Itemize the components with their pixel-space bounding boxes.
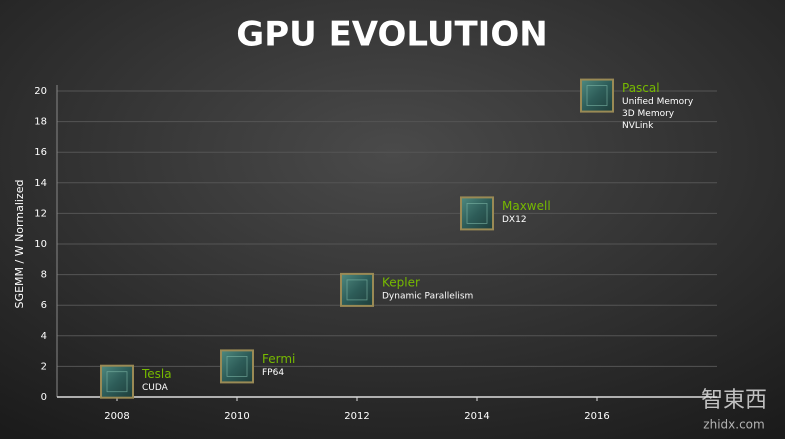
y-tick-label: 8 [41,270,47,281]
y-tick-label: 16 [34,147,47,158]
x-tick-label: 2012 [344,411,369,422]
point-feature: 3D Memory [622,109,675,119]
chip-icon [580,78,614,113]
point-feature: CUDA [142,383,169,393]
y-tick-label: 2 [41,361,47,372]
x-tick-label: 2014 [464,411,489,422]
chip-die [586,85,608,106]
chip-icon [100,364,134,399]
x-tick-label: 2016 [584,411,609,422]
chip-icon [220,349,254,384]
y-tick-label: 6 [41,300,47,311]
chip-icon [460,196,494,231]
point-name: Maxwell [502,199,551,213]
y-tick-label: 10 [34,239,47,250]
chart-title: GPU EVOLUTION [236,15,547,55]
y-tick-label: 0 [41,392,47,403]
x-tick-label: 2010 [224,411,249,422]
chip-die [346,279,368,301]
x-tick-label: 2008 [104,411,129,422]
watermark: 智東西 [701,388,767,413]
point-feature: Unified Memory [622,97,694,107]
point-name: Kepler [382,275,420,289]
point-name: Fermi [262,352,295,366]
watermark-url: zhidx.com [703,418,764,432]
y-tick-label: 12 [34,208,47,219]
y-tick-label: 14 [34,178,47,189]
y-tick-label: 18 [34,117,47,128]
chip-icon [340,272,374,307]
chip-die [106,371,128,393]
y-tick-label: 4 [41,331,47,342]
point-feature: FP64 [262,368,284,378]
point-feature: NVLink [622,121,654,131]
y-tick-label: 20 [34,86,47,97]
point-feature: Dynamic Parallelism [382,291,473,301]
point-feature: DX12 [502,215,527,225]
y-axis-label: SGEMM / W Normalized [13,180,26,309]
chip-die [466,202,488,224]
point-name: Tesla [141,367,172,381]
point-name: Pascal [622,81,660,95]
chip-die [226,355,248,377]
